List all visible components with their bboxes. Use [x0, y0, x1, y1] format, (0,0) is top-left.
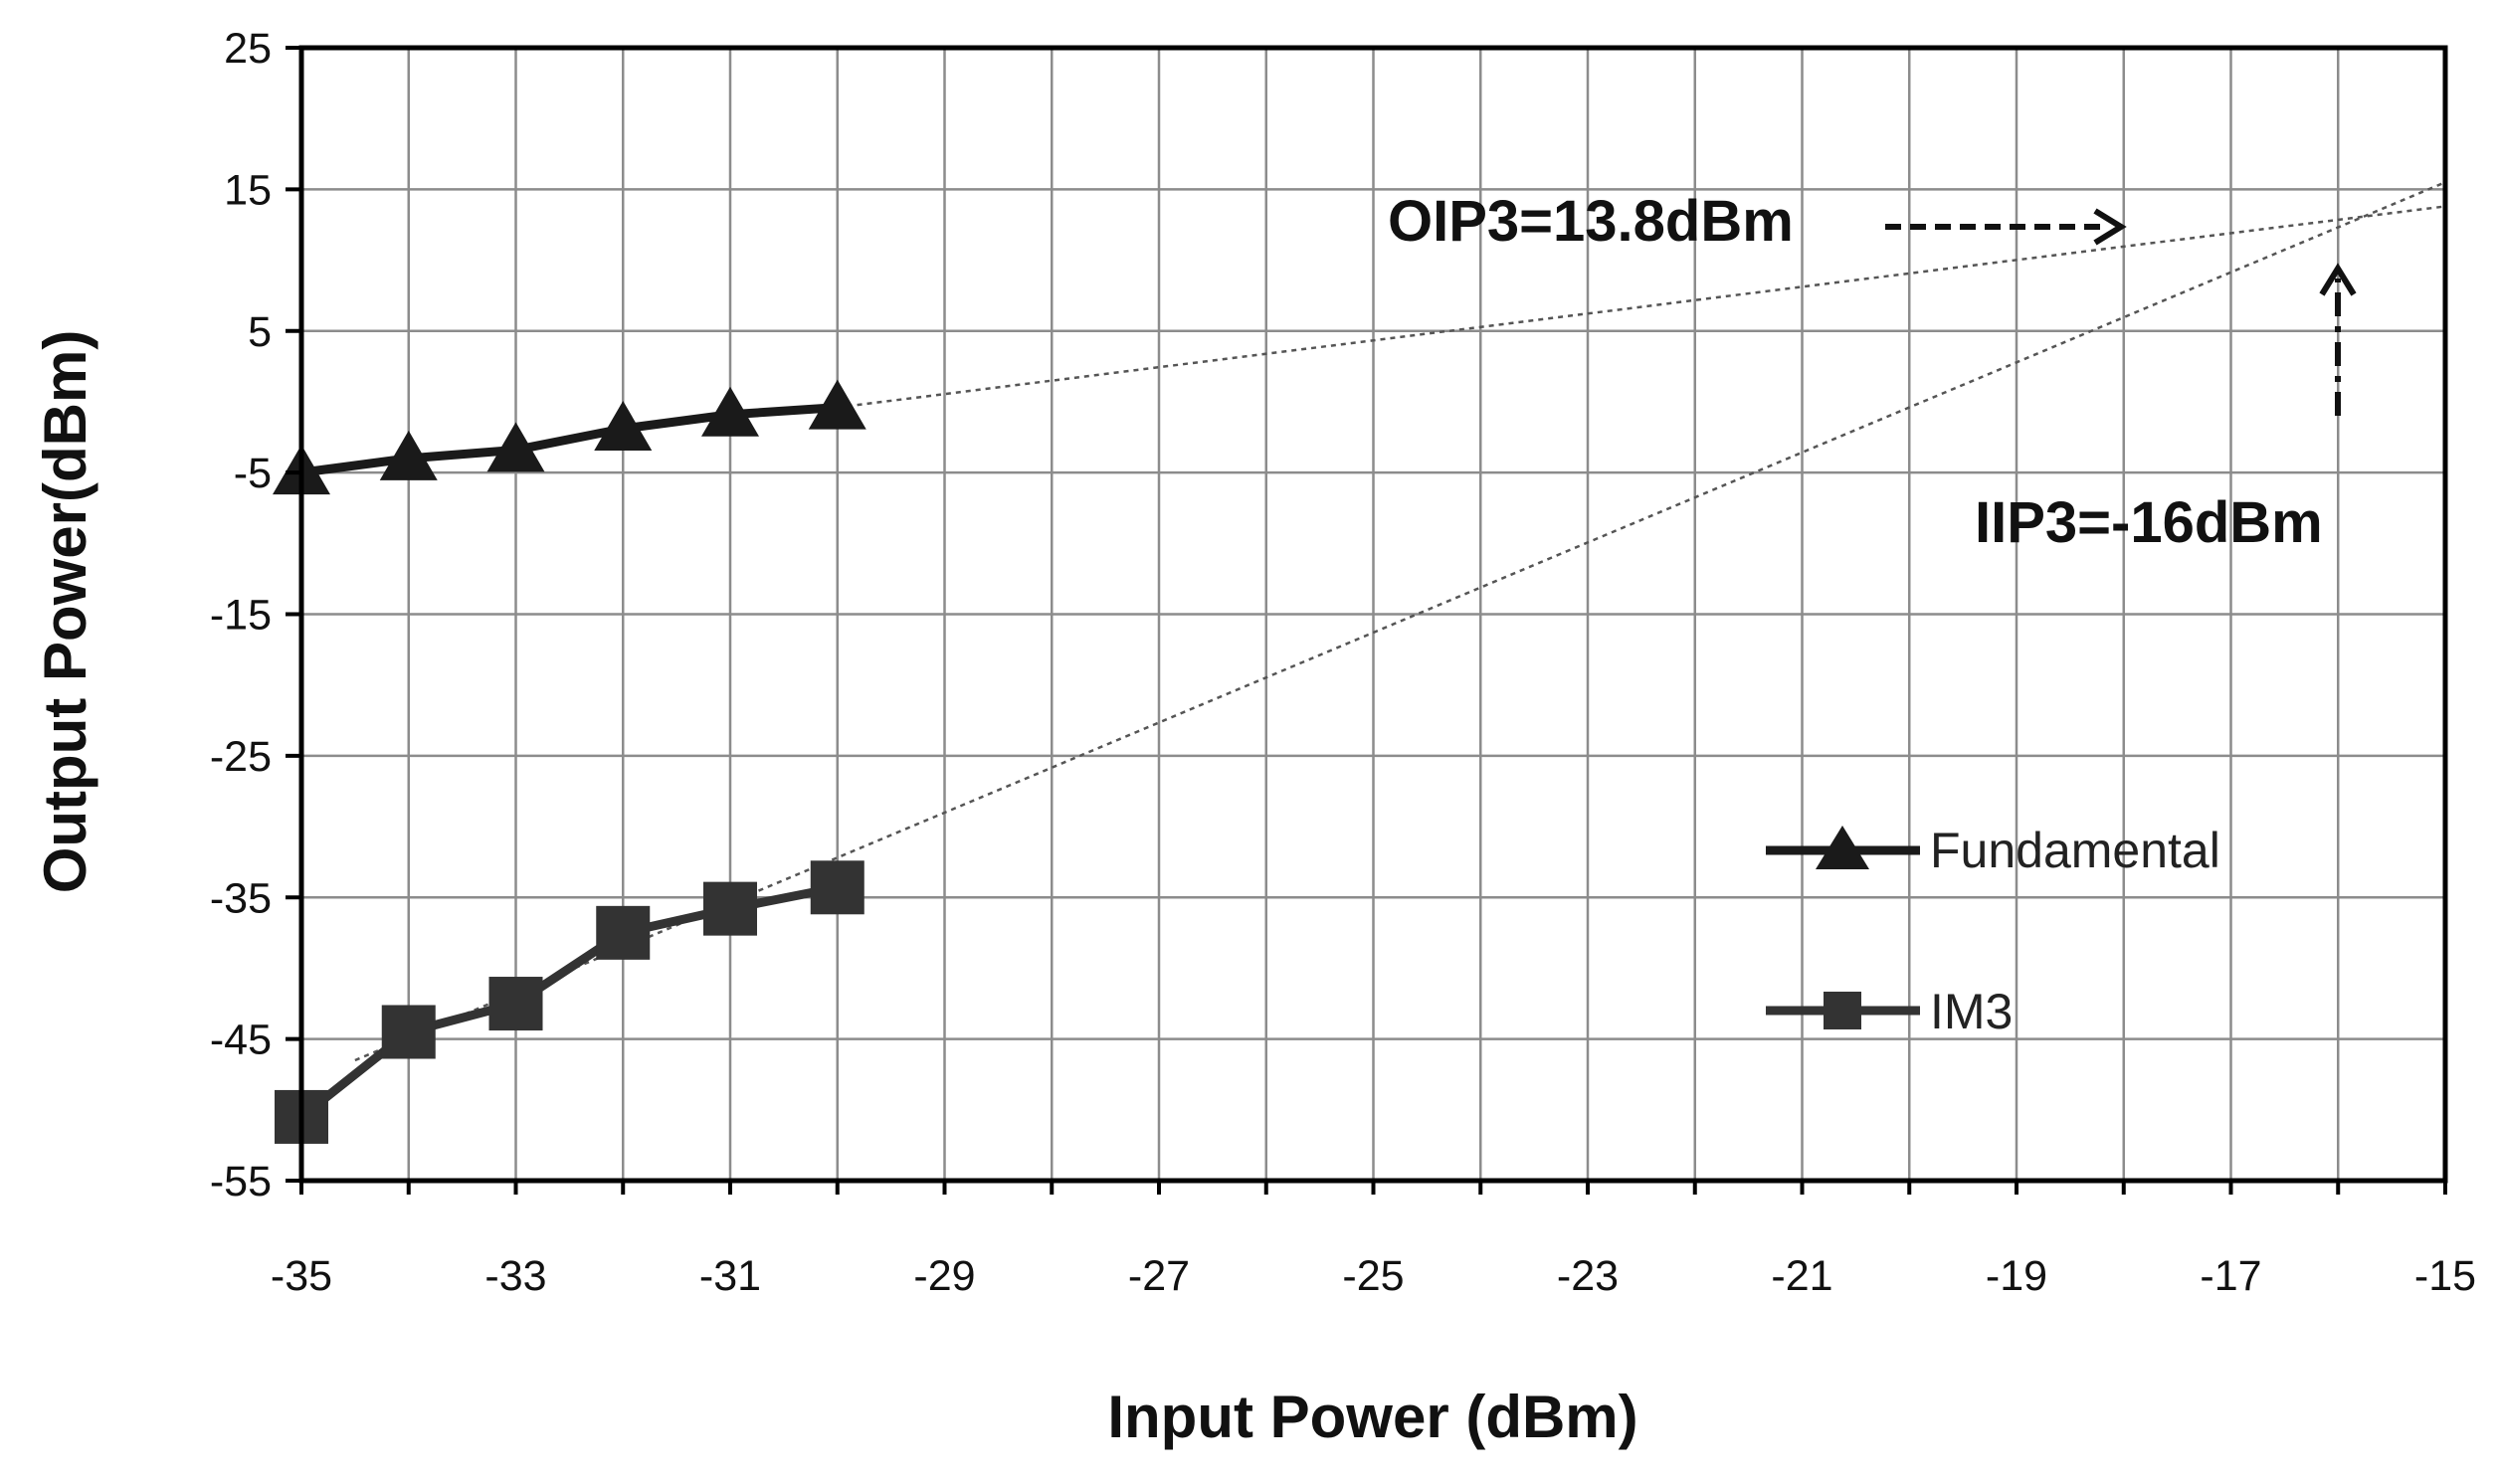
- y-tick-label: -35: [210, 874, 272, 922]
- x-tick-label: -15: [2414, 1252, 2476, 1300]
- y-tick-label: 15: [224, 166, 272, 214]
- extrapolation-line: [837, 205, 2446, 409]
- fundamental-point: [594, 400, 653, 451]
- y-tick-label: 5: [248, 308, 272, 356]
- x-tick-label: -29: [913, 1252, 975, 1300]
- annotations: OIP3=13.8dBm IIP3=-16dBm: [1388, 189, 2357, 555]
- x-tick-labels: -35 -33 -31 -29 -27 -25 -23 -21 -19 -17 -15: [271, 1181, 2476, 1300]
- oip3-arrowhead-icon: [2093, 208, 2127, 246]
- extrapolation-lines: [354, 181, 2446, 1062]
- y-axis-title: Output Power(dBm): [32, 330, 98, 894]
- y-tick-label: 25: [224, 25, 272, 73]
- im3-point: [488, 977, 543, 1031]
- fundamental-line: [300, 403, 839, 477]
- grid-lines: [299, 46, 2447, 1183]
- x-tick-label: -27: [1128, 1252, 1190, 1300]
- y-tick-labels: 25 15 5 -5 -15 -25 -35 -45 -55: [210, 25, 301, 1206]
- iip3-annotation: IIP3=-16dBm: [1975, 490, 2323, 555]
- legend-fundamental-triangle-icon: [1816, 826, 1869, 869]
- fundamental-point: [808, 379, 866, 430]
- im3-point: [381, 1005, 436, 1059]
- oip3-annotation: OIP3=13.8dBm: [1388, 189, 1794, 254]
- x-tick-label: -25: [1342, 1252, 1404, 1300]
- legend-im3-square-icon: [1824, 992, 1861, 1029]
- extrapolation-line: [354, 181, 2446, 1062]
- x-tick-label: -21: [1771, 1252, 1832, 1300]
- x-tick-label: -23: [1557, 1252, 1619, 1300]
- im3-point: [596, 905, 651, 960]
- data-series: [273, 379, 866, 1144]
- y-tick-label: -5: [234, 450, 272, 497]
- iip3-arrowhead-icon: [2319, 263, 2357, 296]
- fundamental-point: [379, 430, 438, 480]
- y-tick-label: -55: [210, 1158, 272, 1206]
- x-tick-label: -31: [699, 1252, 761, 1300]
- legend-im3-label: IM3: [1930, 984, 2013, 1039]
- im3-point: [810, 860, 865, 915]
- legend-fundamental-label: Fundamental: [1930, 823, 2220, 878]
- x-tick-label: -19: [1986, 1252, 2047, 1300]
- x-tick-label: -35: [271, 1252, 332, 1300]
- x-axis-title: Input Power (dBm): [1107, 1384, 1637, 1450]
- x-tick-label: -17: [2200, 1252, 2261, 1300]
- legend: Fundamental IM3: [1766, 823, 2220, 1039]
- y-tick-label: -25: [210, 733, 272, 781]
- x-tick-label: -33: [484, 1252, 546, 1300]
- fundamental-point: [701, 386, 759, 437]
- y-tick-label: -45: [210, 1017, 272, 1064]
- y-tick-label: -15: [210, 592, 272, 640]
- im3-point: [703, 881, 757, 936]
- fundamental-point: [486, 422, 545, 472]
